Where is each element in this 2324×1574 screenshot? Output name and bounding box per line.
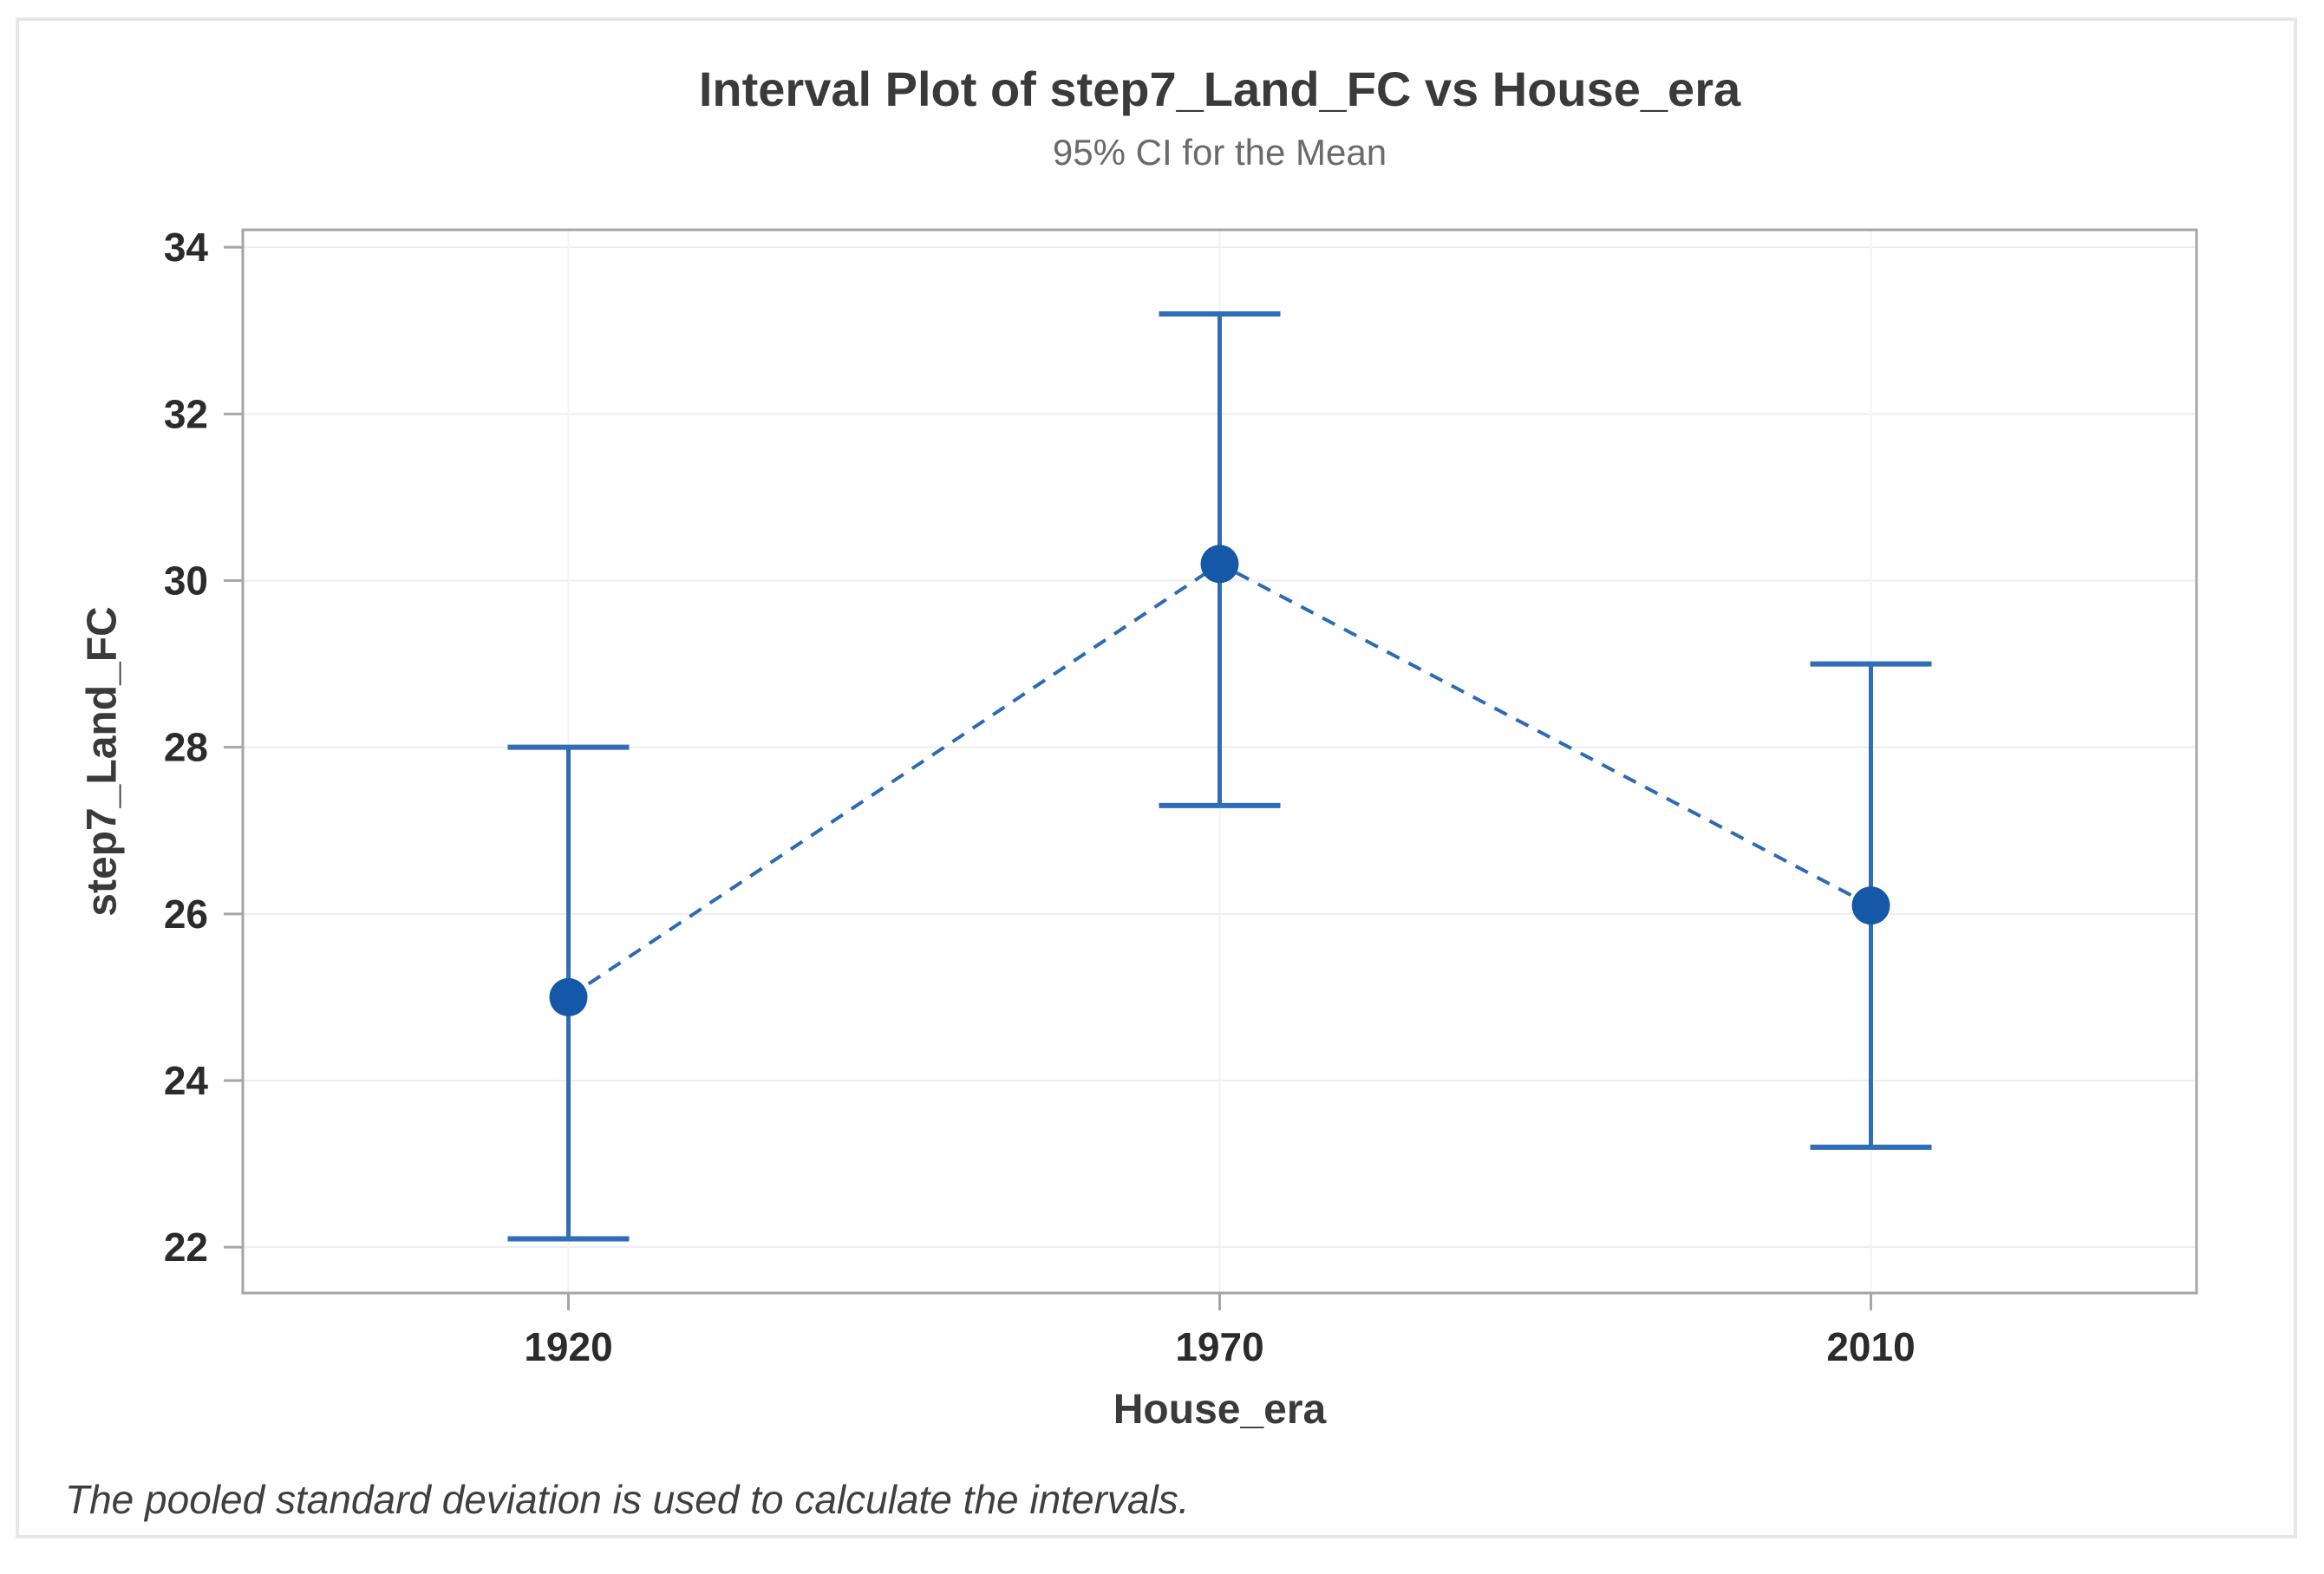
mean-marker: [549, 977, 588, 1016]
mean-marker: [1200, 545, 1239, 584]
pooled-stdev-footnote: The pooled standard deviation is used to…: [65, 1477, 1190, 1522]
y-axis-label: step7_Land_FC: [79, 606, 126, 917]
y-tick-label: 26: [164, 891, 208, 937]
y-tick-label: 24: [164, 1058, 209, 1103]
x-tick-label: 1920: [524, 1324, 612, 1369]
plot-border: [241, 228, 2198, 1295]
y-tick-label: 28: [164, 725, 208, 770]
y-tick-label: 30: [164, 558, 208, 604]
x-tick-label: 1970: [1175, 1324, 1263, 1369]
y-tick-label: 34: [164, 225, 209, 270]
x-tick-label: 2010: [1826, 1324, 1915, 1369]
mean-marker: [1851, 886, 1890, 925]
y-tick-label: 32: [164, 391, 208, 436]
chart-subtitle: 95% CI for the Mean: [1052, 132, 1387, 173]
x-axis-label: House_era: [1113, 1387, 1327, 1433]
chart-title: Interval Plot of step7_Land_FC vs House_…: [698, 62, 1741, 116]
y-tick-label: 22: [164, 1225, 208, 1270]
